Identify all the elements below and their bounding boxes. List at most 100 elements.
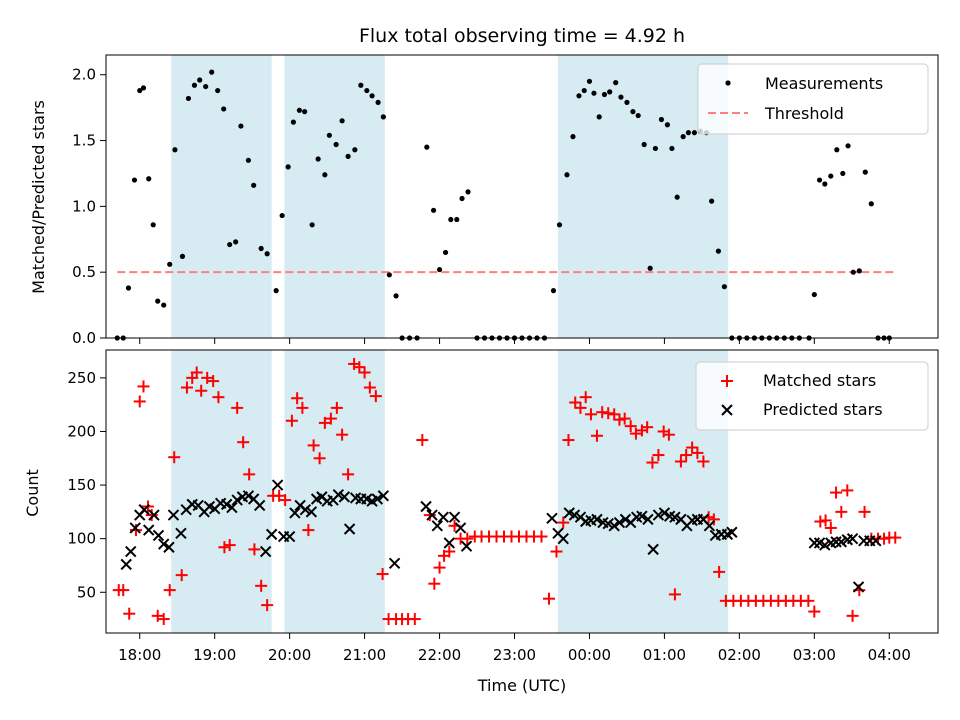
predicted-star-point: [835, 536, 848, 548]
matched-star-point: [358, 366, 371, 379]
matched-star-point: [680, 449, 693, 462]
predicted-star-point: [546, 512, 558, 525]
y-tick-label: 150: [67, 476, 96, 494]
legend-predicted-marker: [721, 404, 733, 416]
measurement-point: [125, 285, 132, 291]
matched-star-point: [535, 530, 548, 543]
x-tick-label: 20:00: [268, 646, 311, 664]
predicted-star-point: [703, 520, 716, 532]
matched-star-point: [261, 599, 274, 612]
matched-star-point: [237, 436, 250, 449]
matched-star-point: [697, 455, 710, 468]
predicted-star-point: [158, 538, 170, 550]
measurement-point: [273, 288, 279, 294]
matched-star-point: [646, 456, 659, 469]
measurement-point: [155, 298, 161, 304]
ratio-panel: 0.00.51.01.52.0 Matched/Predicted stars …: [29, 54, 939, 347]
measurement-point: [197, 77, 203, 83]
measurement-point: [326, 132, 332, 138]
matched-star-point: [307, 439, 320, 452]
top-legend-box: [697, 63, 929, 135]
matched-star-point: [569, 396, 582, 409]
measurement-point: [624, 99, 630, 105]
measurement-point: [652, 145, 659, 152]
measurement-point: [664, 122, 671, 128]
matched-star-point: [137, 380, 150, 393]
measurement-point: [868, 201, 874, 207]
measurement-point: [227, 241, 233, 248]
measurement-point: [674, 194, 680, 200]
measurement-point: [333, 141, 339, 148]
predicted-star-point: [120, 558, 132, 571]
measurement-point: [840, 170, 846, 177]
predicted-star-point: [299, 504, 312, 516]
measurement-point: [856, 268, 862, 274]
matched-star-point: [324, 412, 337, 425]
legend-predicted-label: Predicted stars: [763, 400, 883, 419]
predicted-star-point: [143, 524, 155, 536]
measurement-point: [285, 164, 291, 170]
measurement-point: [834, 147, 840, 153]
measurement-point: [137, 87, 143, 94]
bottom-y-axis-label: Count: [23, 469, 42, 517]
matched-star-point: [296, 401, 309, 414]
y-tick-label: 200: [67, 422, 96, 440]
matched-star-point: [858, 505, 871, 518]
measurement-point: [550, 288, 557, 294]
measurement-point: [459, 195, 465, 202]
bottom-axis-ticks: 50 100 150 200 250 18:00 19:00 20:00 21:00 22:00 2…: [67, 369, 911, 664]
measurement-point: [296, 107, 302, 113]
y-tick-label: 250: [67, 369, 96, 387]
predicted-star-point: [289, 507, 301, 519]
measurement-point: [233, 239, 239, 245]
predicted-star-point: [152, 529, 165, 542]
measurement-point: [245, 157, 252, 163]
measurement-point: [386, 272, 392, 278]
matched-star-point: [145, 509, 158, 522]
matched-star-point: [168, 451, 181, 464]
measurement-point: [131, 177, 138, 183]
measurement-point: [279, 212, 285, 219]
predicted-star-point: [167, 509, 180, 521]
measurement-point: [161, 302, 167, 308]
measurement-point: [185, 95, 192, 102]
legend-measurements-marker: [725, 80, 731, 86]
predicted-star-point: [591, 513, 603, 526]
matched-star-point: [674, 455, 687, 468]
measurement-point: [238, 123, 244, 129]
matched-star-point: [662, 428, 675, 441]
matched-star-point: [369, 390, 382, 403]
measurement-point: [591, 90, 597, 96]
observing-band-1: [171, 55, 272, 338]
matched-star-point: [707, 513, 720, 526]
measurement-point: [264, 251, 270, 257]
measurement-point: [375, 99, 381, 105]
y-tick-label: 2.0: [72, 66, 96, 84]
measurement-point: [715, 248, 721, 254]
matched-star-point: [713, 565, 726, 578]
matched-star-point: [218, 541, 231, 554]
matched-star-point: [824, 521, 837, 534]
measurement-point: [647, 265, 653, 271]
predicted-star-point: [259, 545, 272, 558]
predicted-star-point: [808, 537, 821, 549]
measurement-point: [380, 114, 386, 120]
matched-star-point: [596, 406, 609, 419]
predicted-star-point: [343, 523, 356, 535]
predicted-star-point: [332, 489, 345, 501]
y-tick-label: 100: [67, 530, 96, 548]
matched-star-point: [285, 414, 298, 427]
measurement-point: [556, 222, 563, 228]
matched-star-point: [557, 516, 570, 529]
measurement-point: [146, 176, 152, 182]
predicted-star-point: [138, 504, 150, 516]
matched-star-point: [291, 392, 304, 405]
measurement-point: [635, 112, 641, 119]
measurement-point: [448, 216, 454, 223]
measurement-point: [845, 143, 851, 149]
measurement-point: [680, 134, 686, 140]
matched-star-point: [835, 505, 848, 518]
y-tick-label: 0.0: [72, 329, 96, 347]
predicted-star-point: [870, 535, 882, 547]
matched-star-point: [212, 391, 225, 404]
